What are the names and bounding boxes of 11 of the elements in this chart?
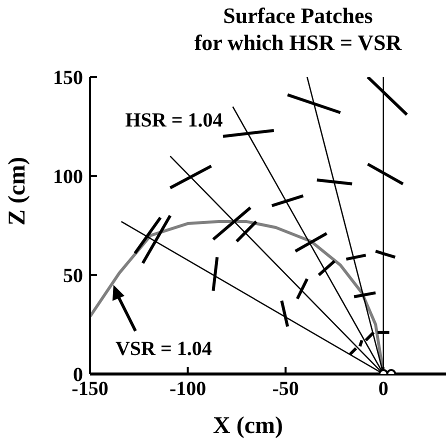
annotation: VSR = 1.04 [115,338,212,360]
chart-title: Surface Patches for which HSR = VSR [193,2,403,56]
y-tick-label: 150 [53,67,83,90]
y-tick-label: 50 [63,265,83,288]
x-tick-label: -100 [169,378,206,400]
y-tick-label: 100 [53,166,83,188]
y-axis-title: Z (cm) [4,156,31,226]
x-axis-title: X (cm) [213,413,283,439]
x-tick-label: 0 [378,378,388,400]
x-tick-label: -50 [272,378,299,400]
annotation: HSR = 1.04 [125,110,223,132]
